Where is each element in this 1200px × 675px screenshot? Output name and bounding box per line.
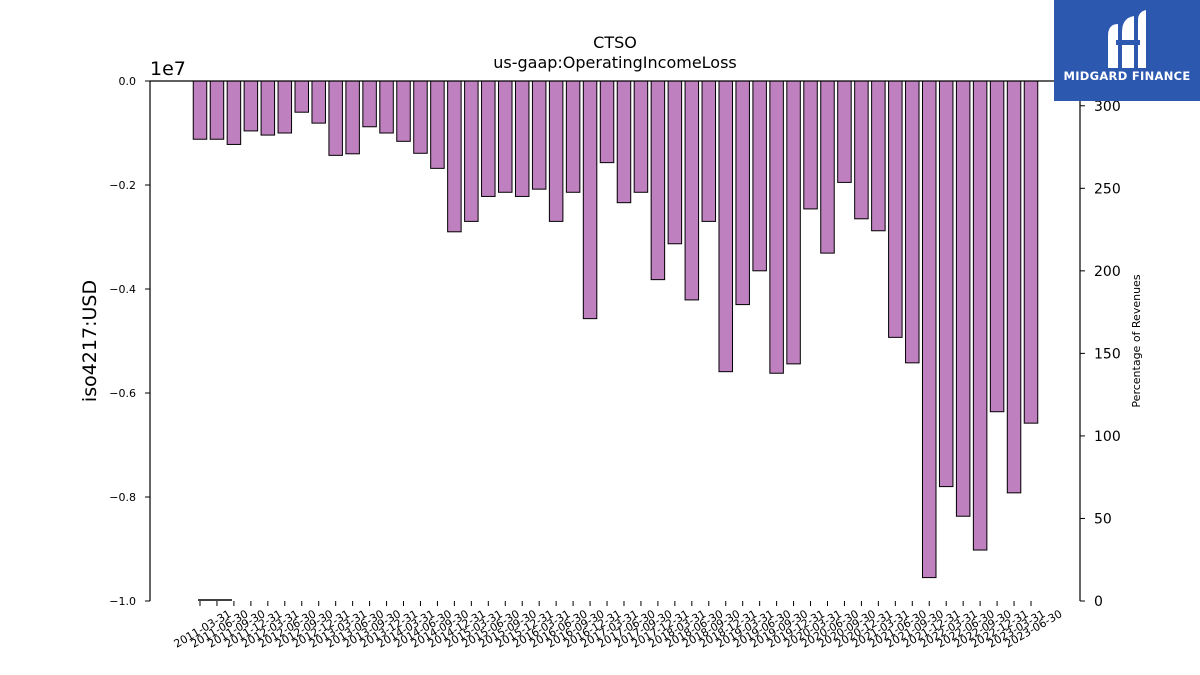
y-tick-label: −0.6 <box>109 387 136 400</box>
bar <box>650 80 666 281</box>
bar <box>667 80 683 245</box>
y2-tick-label: 150 <box>1094 346 1121 362</box>
bar <box>735 80 750 306</box>
bar <box>854 80 869 220</box>
bar <box>464 80 479 222</box>
bar <box>531 80 547 190</box>
bar <box>972 80 988 551</box>
y2-tick-label: 250 <box>1094 181 1121 197</box>
bar <box>379 80 394 134</box>
midgard-logo-mark-icon <box>1108 10 1146 68</box>
logo-text: MIDGARD FINANCE <box>1063 69 1191 83</box>
bar <box>837 80 852 183</box>
bar <box>345 80 360 155</box>
bar <box>514 80 530 197</box>
bar <box>362 80 377 128</box>
bar <box>803 80 818 210</box>
bar <box>599 80 615 164</box>
y-tick-label: 0.0 <box>119 75 137 88</box>
bar <box>243 80 259 132</box>
bar <box>413 80 428 154</box>
y-tick-label: −0.2 <box>109 179 136 192</box>
bar <box>396 80 411 142</box>
bar <box>311 80 326 124</box>
bar <box>226 80 242 145</box>
y2-tick-label: 200 <box>1094 264 1121 280</box>
chart-title: CTSO <box>593 33 637 52</box>
bar <box>192 80 208 140</box>
bar <box>701 80 717 222</box>
bar <box>447 80 462 233</box>
bar <box>498 80 513 193</box>
bar <box>582 80 598 320</box>
y-axis-label: iso4217:USD <box>79 280 101 402</box>
bar <box>481 80 496 197</box>
bar <box>684 80 700 301</box>
bar <box>955 80 971 517</box>
bar <box>209 80 225 140</box>
bar <box>616 80 632 204</box>
bar <box>786 80 801 365</box>
bar <box>430 80 445 169</box>
bar <box>548 80 564 222</box>
chart-subtitle: us-gaap:OperatingIncomeLoss <box>493 53 737 72</box>
bar <box>989 80 1005 413</box>
bar <box>820 80 835 254</box>
bar <box>1006 80 1022 494</box>
y2-axis-label: Percentage of Revenues <box>1130 274 1143 407</box>
bar <box>328 80 343 156</box>
bar <box>905 80 920 364</box>
y-tick-label: −0.4 <box>109 283 136 296</box>
bar <box>277 80 293 134</box>
y2-tick-label: 0 <box>1094 594 1103 610</box>
y-tick-label: −1.0 <box>109 595 136 608</box>
bar <box>718 80 733 373</box>
bar <box>752 80 767 272</box>
y2-tick-label: 100 <box>1094 429 1121 445</box>
y2-tick-label: 50 <box>1094 511 1112 527</box>
bar <box>633 80 649 193</box>
midgard-finance-logo: MIDGARD FINANCE <box>1054 0 1200 101</box>
bar <box>565 80 581 193</box>
y-tick-label: −0.8 <box>109 491 136 504</box>
bar <box>938 80 954 488</box>
bar <box>871 80 886 232</box>
y-multiplier-label: 1e7 <box>150 58 186 80</box>
bar <box>294 80 310 113</box>
y2-tick-label: 300 <box>1094 99 1121 115</box>
bar <box>769 80 784 374</box>
bar <box>888 80 903 338</box>
bar <box>921 80 937 579</box>
bar <box>1023 80 1039 424</box>
bar <box>260 80 276 136</box>
